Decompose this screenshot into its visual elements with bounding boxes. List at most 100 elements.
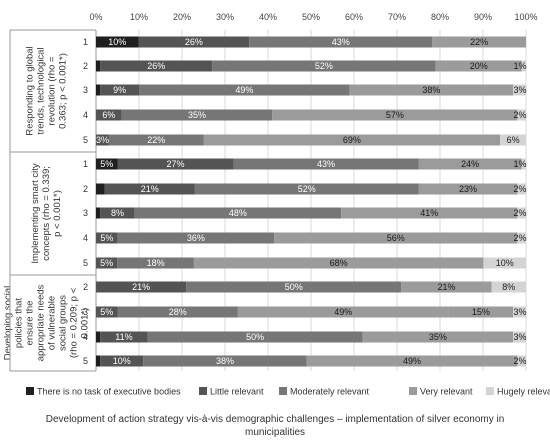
bar-segment	[96, 257, 118, 269]
group-label-line: (rho = 0.209; p <	[69, 287, 80, 358]
bar-segment	[418, 158, 522, 170]
data-label: 24%	[461, 159, 479, 169]
x-tick-label: 60%	[345, 12, 363, 22]
data-label: 49%	[403, 356, 421, 366]
bar-segment	[418, 183, 518, 195]
data-label: 21%	[132, 282, 150, 292]
bar-segment	[96, 36, 139, 48]
row-category-label: 2	[83, 61, 88, 71]
data-label: 10%	[496, 258, 514, 268]
legend-swatch	[199, 387, 207, 395]
data-label: 69%	[343, 135, 361, 145]
data-label: 3%	[513, 307, 526, 317]
group-label-line: policies that	[14, 298, 25, 349]
bar-segment	[483, 257, 526, 269]
bar-segment	[100, 355, 144, 367]
bar-segment	[203, 134, 501, 146]
data-label: 2%	[513, 110, 526, 120]
data-label: 6%	[507, 135, 520, 145]
bar-segment	[349, 84, 514, 96]
data-label: 23%	[459, 184, 477, 194]
group-label-line: Developing social	[3, 286, 14, 360]
data-label: 35%	[188, 110, 206, 120]
x-tick-label: 40%	[259, 12, 277, 22]
data-label: 21%	[141, 184, 159, 194]
bar-segment	[100, 60, 213, 72]
bar-segment	[517, 183, 526, 195]
data-label: 5%	[100, 159, 113, 169]
group-label: Implementing smart cityconcepts (rho = 0…	[30, 163, 63, 264]
group-label-line: appropriate needs	[36, 284, 47, 361]
data-label: 22%	[470, 37, 488, 47]
row-category-label: 3	[83, 307, 88, 317]
data-label: 5%	[100, 258, 113, 268]
bar-segment	[521, 158, 526, 170]
data-label: 27%	[167, 159, 185, 169]
group-label-line: p < 0.001*)	[52, 190, 63, 237]
bar-segment	[237, 306, 449, 318]
bar-segment	[96, 281, 187, 293]
bar-segment	[194, 183, 419, 195]
bar-segment	[117, 306, 238, 318]
data-label: 35%	[429, 332, 447, 342]
group-label: Responding to globaltrends, technologica…	[25, 46, 69, 135]
data-label: 21%	[437, 282, 455, 292]
group-label-line: concepts (rho = 0.339;	[41, 166, 52, 261]
data-label: 20%	[470, 61, 488, 71]
data-label: 1%	[513, 61, 526, 71]
data-label: 50%	[285, 282, 303, 292]
data-label: 9%	[113, 85, 126, 95]
bar-segment	[193, 257, 484, 269]
bar-segment	[117, 158, 234, 170]
data-label: 2%	[513, 356, 526, 366]
x-tick-label: 80%	[431, 12, 449, 22]
group-label-line: trends, technological	[36, 47, 47, 134]
data-label: 2%	[513, 184, 526, 194]
data-label: 26%	[185, 37, 203, 47]
bar-segment	[96, 232, 118, 244]
bar-segment	[500, 134, 526, 146]
data-label: 48%	[229, 208, 247, 218]
data-label: 10%	[113, 356, 131, 366]
bar-segment	[121, 109, 273, 121]
bar-segment	[341, 207, 518, 219]
bar-segment	[108, 134, 204, 146]
bar-segment	[138, 36, 250, 48]
row-category-label: 1	[83, 159, 88, 169]
bar-segment	[96, 60, 101, 72]
legend-swatch	[486, 387, 494, 395]
x-tick-label: 30%	[216, 12, 234, 22]
bar-segment	[491, 281, 526, 293]
bar-segment	[212, 60, 436, 72]
bar-segment	[513, 331, 526, 343]
row-category-label: 4	[83, 110, 88, 120]
legend-label: Little relevant	[210, 387, 264, 397]
data-label: 3%	[96, 135, 109, 145]
bar-segment	[147, 331, 363, 343]
bar-segment	[117, 257, 194, 269]
row-category-label: 2	[83, 184, 88, 194]
bar-segment	[274, 232, 518, 244]
bar-segment	[96, 183, 105, 195]
legend-swatch	[409, 387, 417, 395]
data-label: 36%	[187, 233, 205, 243]
bar-segment	[233, 158, 419, 170]
bar-segment	[401, 281, 492, 293]
bar-segment	[186, 281, 402, 293]
legend-label: Moderately relevant	[290, 387, 370, 397]
bar-segment	[306, 355, 518, 367]
bar-segment	[272, 109, 518, 121]
data-label: 11%	[115, 332, 132, 342]
data-label: 18%	[147, 258, 165, 268]
data-label: 49%	[235, 85, 253, 95]
row-category-label: 4	[83, 233, 88, 243]
row-category-label: 2	[83, 282, 88, 292]
data-label: 3%	[513, 332, 526, 342]
bar-segment	[96, 84, 101, 96]
group-label-line: Implementing smart city	[30, 163, 41, 264]
row-category-label: 5	[83, 356, 88, 366]
bar-segment	[432, 36, 526, 48]
bar-segment	[104, 183, 195, 195]
bar-segment	[139, 84, 350, 96]
